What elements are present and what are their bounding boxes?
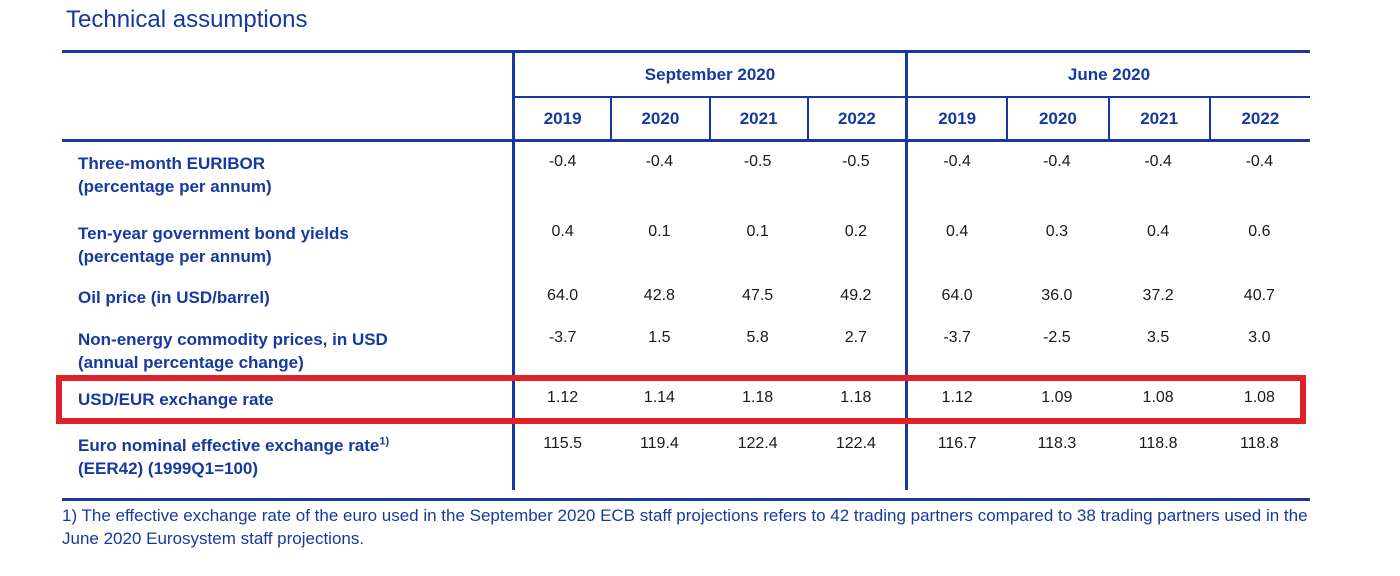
value-cell: 116.7 bbox=[905, 424, 1006, 490]
value-cell: 1.14 bbox=[643, 389, 675, 406]
value-cell: 115.5 bbox=[512, 424, 610, 490]
value-cell: 1.12 bbox=[512, 378, 610, 424]
value-cell: 0.1 bbox=[746, 223, 769, 240]
column-group-header-row: September 2020 June 2020 bbox=[62, 53, 1310, 98]
column-group-september-2020: September 2020 bbox=[512, 53, 905, 98]
row-label-sub: (percentage per annum) bbox=[78, 177, 272, 196]
value-cell: 47.5 bbox=[742, 287, 774, 304]
value-cell: 1.5 bbox=[648, 329, 671, 346]
value-cell: 64.0 bbox=[905, 276, 1006, 318]
value-cell: 49.2 bbox=[840, 287, 872, 304]
table-bottom-spacer bbox=[62, 490, 1310, 498]
value-cell: 122.4 bbox=[737, 435, 778, 452]
value-cell: -3.7 bbox=[512, 318, 610, 378]
row-label-main: Oil price (in USD/barrel) bbox=[78, 288, 270, 307]
row-label-main: Ten-year government bond yields bbox=[78, 224, 349, 243]
row-label: Non-energy commodity prices, in USD (ann… bbox=[62, 318, 512, 378]
value-cell: -0.4 bbox=[512, 142, 610, 212]
value-cell: 1.18 bbox=[742, 389, 774, 406]
value-cell: 0.4 bbox=[905, 212, 1006, 276]
table-row-non-energy-commodity-prices: Non-energy commodity prices, in USD (ann… bbox=[62, 318, 1310, 378]
row-label: Euro nominal effective exchange rate1) (… bbox=[62, 424, 512, 490]
value-cell: 40.7 bbox=[1243, 287, 1275, 304]
value-cell: -0.4 bbox=[1043, 153, 1071, 170]
value-cell: 1.18 bbox=[840, 389, 872, 406]
year-header-sep-2022: 2022 bbox=[806, 98, 905, 139]
table-row-usd-eur-exchange-rate: USD/EUR exchange rate 1.12 1.14 1.18 1.1… bbox=[62, 378, 1310, 424]
value-cell: -0.4 bbox=[905, 142, 1006, 212]
value-cell: 3.0 bbox=[1248, 329, 1271, 346]
value-cell: 36.0 bbox=[1041, 287, 1073, 304]
row-label-sub: (percentage per annum) bbox=[78, 247, 272, 266]
value-cell: -2.5 bbox=[1043, 329, 1071, 346]
year-header-jun-2022: 2022 bbox=[1208, 98, 1310, 139]
table-row-ten-year-bond-yields: Ten-year government bond yields (percent… bbox=[62, 212, 1310, 276]
year-header-sep-2020: 2020 bbox=[610, 98, 708, 139]
value-cell: 0.4 bbox=[512, 212, 610, 276]
value-cell: 64.0 bbox=[512, 276, 610, 318]
row-label: Oil price (in USD/barrel) bbox=[62, 276, 512, 318]
value-cell: 0.4 bbox=[1147, 223, 1170, 240]
stub-header-cell bbox=[62, 53, 512, 98]
value-cell: -0.4 bbox=[645, 153, 674, 170]
row-label: Ten-year government bond yields (percent… bbox=[62, 212, 512, 276]
value-cell: 3.5 bbox=[1147, 329, 1170, 346]
year-header-jun-2021: 2021 bbox=[1107, 98, 1209, 139]
year-header-sep-2019: 2019 bbox=[512, 98, 610, 139]
value-cell: 1.08 bbox=[1243, 389, 1275, 406]
page-title: Technical assumptions bbox=[66, 6, 308, 33]
value-cell: 118.8 bbox=[1239, 435, 1279, 452]
column-group-june-2020: June 2020 bbox=[905, 53, 1310, 98]
value-cell: 5.8 bbox=[746, 329, 769, 346]
row-label-main: Non-energy commodity prices, in USD bbox=[78, 330, 388, 349]
value-cell: 119.4 bbox=[639, 435, 679, 452]
table-row-three-month-euribor: Three-month EURIBOR (percentage per annu… bbox=[62, 142, 1310, 212]
value-cell: -3.7 bbox=[905, 318, 1006, 378]
year-header-jun-2019: 2019 bbox=[905, 98, 1006, 139]
row-label: USD/EUR exchange rate bbox=[62, 378, 512, 424]
value-cell: 118.3 bbox=[1037, 435, 1077, 452]
value-cell: 42.8 bbox=[643, 287, 675, 304]
value-cell: 1.09 bbox=[1041, 389, 1073, 406]
table-row-euro-nominal-effective-exchange-rate: Euro nominal effective exchange rate1) (… bbox=[62, 424, 1310, 490]
value-cell: -0.4 bbox=[1144, 153, 1172, 170]
value-cell: 0.6 bbox=[1248, 223, 1271, 240]
table-row-oil-price: Oil price (in USD/barrel) 64.0 42.8 47.5… bbox=[62, 276, 1310, 318]
footnote-marker: 1) bbox=[379, 435, 390, 448]
value-cell: 0.3 bbox=[1045, 223, 1068, 240]
assumptions-table: September 2020 June 2020 2019 2020 2021 … bbox=[62, 50, 1310, 501]
value-cell: -0.4 bbox=[1245, 153, 1274, 170]
value-cell: -0.5 bbox=[743, 153, 772, 170]
value-cell: 122.4 bbox=[835, 435, 876, 452]
value-cell: -0.5 bbox=[842, 153, 870, 170]
row-label-text: Euro nominal effective exchange rate bbox=[78, 436, 380, 455]
value-cell: 37.2 bbox=[1142, 287, 1174, 304]
value-cell: 2.7 bbox=[844, 329, 867, 346]
row-label-main: Three-month EURIBOR bbox=[78, 154, 265, 173]
value-cell: 1.08 bbox=[1142, 389, 1174, 406]
value-cell: 118.8 bbox=[1138, 435, 1178, 452]
row-label-main: USD/EUR exchange rate bbox=[78, 390, 274, 409]
year-header-row: 2019 2020 2021 2022 2019 2020 2021 2022 bbox=[62, 98, 1310, 142]
value-cell: 0.2 bbox=[844, 223, 867, 240]
footnote: 1) The effective exchange rate of the eu… bbox=[62, 506, 1308, 548]
year-header-jun-2020: 2020 bbox=[1006, 98, 1107, 139]
row-label-main: Euro nominal effective exchange rate1) bbox=[78, 434, 502, 457]
year-header-sep-2021: 2021 bbox=[708, 98, 807, 139]
row-label-sub: (annual percentage change) bbox=[78, 353, 304, 372]
row-label-sub: (EER42) (1999Q1=100) bbox=[78, 459, 259, 478]
stub-header-cell bbox=[62, 98, 512, 139]
value-cell: 1.12 bbox=[905, 378, 1006, 424]
row-label: Three-month EURIBOR (percentage per annu… bbox=[62, 142, 512, 212]
value-cell: 0.1 bbox=[648, 223, 671, 240]
